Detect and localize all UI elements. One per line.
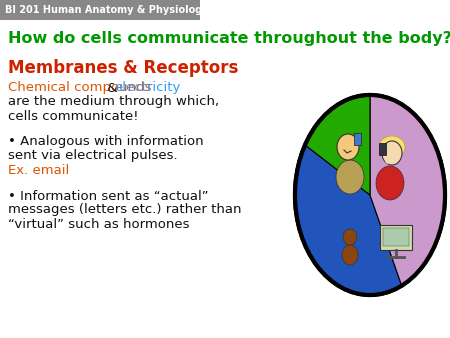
Text: Ex. email: Ex. email: [8, 164, 69, 176]
Text: Chemical compounds: Chemical compounds: [8, 81, 152, 95]
Ellipse shape: [336, 160, 364, 194]
Ellipse shape: [343, 229, 357, 245]
Text: sent via electrical pulses.: sent via electrical pulses.: [8, 149, 178, 163]
Text: Membranes & Receptors: Membranes & Receptors: [8, 59, 238, 77]
Text: electricity: electricity: [114, 81, 180, 95]
Text: &: &: [103, 81, 122, 95]
Text: “virtual” such as hormones: “virtual” such as hormones: [8, 217, 189, 231]
Text: are the medium through which,: are the medium through which,: [8, 96, 219, 108]
Polygon shape: [370, 95, 445, 286]
Text: • Analogous with information: • Analogous with information: [8, 136, 203, 148]
Bar: [383, 228, 409, 246]
Polygon shape: [295, 145, 402, 295]
Ellipse shape: [295, 95, 445, 295]
Text: How do cells communicate throughout the body?: How do cells communicate throughout the …: [8, 30, 450, 46]
Ellipse shape: [376, 166, 404, 200]
Ellipse shape: [342, 245, 358, 265]
Text: cells communicate!: cells communicate!: [8, 110, 139, 122]
Ellipse shape: [337, 134, 359, 160]
Text: • Information sent as “actual”: • Information sent as “actual”: [8, 190, 209, 202]
Text: messages (letters etc.) rather than: messages (letters etc.) rather than: [8, 203, 242, 217]
Text: BI 201 Human Anatomy & Physiology: BI 201 Human Anatomy & Physiology: [5, 5, 209, 15]
Polygon shape: [305, 95, 370, 195]
Bar: [379, 143, 386, 155]
Bar: [380, 225, 412, 250]
Ellipse shape: [379, 136, 405, 158]
Bar: [354, 133, 361, 145]
Ellipse shape: [382, 141, 402, 165]
Bar: [0, 0, 200, 20]
